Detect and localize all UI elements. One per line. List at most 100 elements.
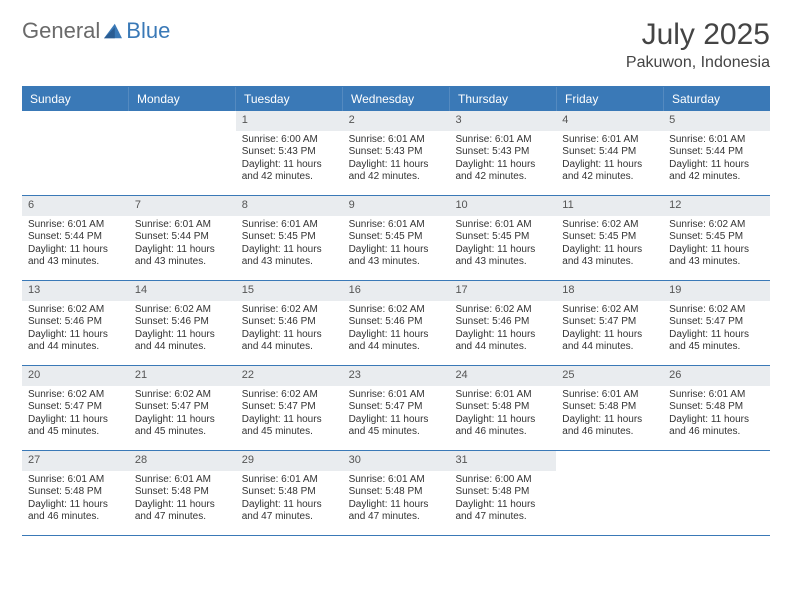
day-number: 10	[449, 196, 556, 216]
sunset-text: Sunset: 5:48 PM	[455, 486, 550, 499]
day-body: Sunrise: 6:01 AMSunset: 5:48 PMDaylight:…	[556, 386, 663, 445]
sunrise-text: Sunrise: 6:02 AM	[28, 304, 123, 317]
day-cell: 31Sunrise: 6:00 AMSunset: 5:48 PMDayligh…	[449, 451, 556, 535]
day-body: Sunrise: 6:01 AMSunset: 5:44 PMDaylight:…	[22, 216, 129, 275]
brand-logo: General Blue	[22, 18, 170, 44]
daylight-text: Daylight: 11 hours and 46 minutes.	[562, 414, 657, 439]
day-cell: 7Sunrise: 6:01 AMSunset: 5:44 PMDaylight…	[129, 196, 236, 280]
day-body: Sunrise: 6:01 AMSunset: 5:44 PMDaylight:…	[556, 131, 663, 190]
day-number: 6	[22, 196, 129, 216]
daylight-text: Daylight: 11 hours and 43 minutes.	[242, 244, 337, 269]
daylight-text: Daylight: 11 hours and 43 minutes.	[562, 244, 657, 269]
day-cell: 4Sunrise: 6:01 AMSunset: 5:44 PMDaylight…	[556, 111, 663, 195]
day-number: 18	[556, 281, 663, 301]
brand-part2: Blue	[126, 18, 170, 44]
day-cell: 17Sunrise: 6:02 AMSunset: 5:46 PMDayligh…	[449, 281, 556, 365]
day-cell: 5Sunrise: 6:01 AMSunset: 5:44 PMDaylight…	[663, 111, 770, 195]
week-row: 6Sunrise: 6:01 AMSunset: 5:44 PMDaylight…	[22, 196, 770, 281]
sunset-text: Sunset: 5:47 PM	[135, 401, 230, 414]
sunset-text: Sunset: 5:46 PM	[135, 316, 230, 329]
day-body: Sunrise: 6:01 AMSunset: 5:48 PMDaylight:…	[129, 471, 236, 530]
day-body: Sunrise: 6:02 AMSunset: 5:47 PMDaylight:…	[663, 301, 770, 360]
sunrise-text: Sunrise: 6:02 AM	[669, 219, 764, 232]
daylight-text: Daylight: 11 hours and 43 minutes.	[349, 244, 444, 269]
weekday-header: Monday	[129, 87, 236, 111]
day-cell: 14Sunrise: 6:02 AMSunset: 5:46 PMDayligh…	[129, 281, 236, 365]
day-cell: 25Sunrise: 6:01 AMSunset: 5:48 PMDayligh…	[556, 366, 663, 450]
sunset-text: Sunset: 5:48 PM	[349, 486, 444, 499]
daylight-text: Daylight: 11 hours and 44 minutes.	[242, 329, 337, 354]
day-cell: 23Sunrise: 6:01 AMSunset: 5:47 PMDayligh…	[343, 366, 450, 450]
daylight-text: Daylight: 11 hours and 42 minutes.	[669, 159, 764, 184]
sunrise-text: Sunrise: 6:02 AM	[28, 389, 123, 402]
day-number: 27	[22, 451, 129, 471]
daylight-text: Daylight: 11 hours and 43 minutes.	[135, 244, 230, 269]
day-cell: 9Sunrise: 6:01 AMSunset: 5:45 PMDaylight…	[343, 196, 450, 280]
sunset-text: Sunset: 5:44 PM	[28, 231, 123, 244]
sunrise-text: Sunrise: 6:01 AM	[135, 219, 230, 232]
sunset-text: Sunset: 5:46 PM	[349, 316, 444, 329]
sunrise-text: Sunrise: 6:01 AM	[349, 219, 444, 232]
day-body: Sunrise: 6:02 AMSunset: 5:47 PMDaylight:…	[236, 386, 343, 445]
day-cell: 18Sunrise: 6:02 AMSunset: 5:47 PMDayligh…	[556, 281, 663, 365]
sunset-text: Sunset: 5:48 PM	[242, 486, 337, 499]
sunset-text: Sunset: 5:43 PM	[455, 146, 550, 159]
day-cell: 20Sunrise: 6:02 AMSunset: 5:47 PMDayligh…	[22, 366, 129, 450]
day-body: Sunrise: 6:02 AMSunset: 5:46 PMDaylight:…	[343, 301, 450, 360]
sunrise-text: Sunrise: 6:01 AM	[562, 134, 657, 147]
day-cell	[663, 451, 770, 535]
day-number: 5	[663, 111, 770, 131]
day-cell: 24Sunrise: 6:01 AMSunset: 5:48 PMDayligh…	[449, 366, 556, 450]
day-cell	[22, 111, 129, 195]
daylight-text: Daylight: 11 hours and 46 minutes.	[669, 414, 764, 439]
sunset-text: Sunset: 5:46 PM	[28, 316, 123, 329]
daylight-text: Daylight: 11 hours and 42 minutes.	[349, 159, 444, 184]
weekday-header: Friday	[557, 87, 664, 111]
sunset-text: Sunset: 5:45 PM	[669, 231, 764, 244]
sunrise-text: Sunrise: 6:02 AM	[242, 389, 337, 402]
sunset-text: Sunset: 5:45 PM	[455, 231, 550, 244]
day-body: Sunrise: 6:01 AMSunset: 5:47 PMDaylight:…	[343, 386, 450, 445]
day-number: 17	[449, 281, 556, 301]
sunset-text: Sunset: 5:47 PM	[242, 401, 337, 414]
day-number: 12	[663, 196, 770, 216]
sunset-text: Sunset: 5:48 PM	[135, 486, 230, 499]
day-body: Sunrise: 6:01 AMSunset: 5:48 PMDaylight:…	[236, 471, 343, 530]
brand-part1: General	[22, 18, 100, 44]
sunrise-text: Sunrise: 6:01 AM	[242, 219, 337, 232]
calendar: SundayMondayTuesdayWednesdayThursdayFrid…	[22, 86, 770, 536]
daylight-text: Daylight: 11 hours and 43 minutes.	[455, 244, 550, 269]
day-body: Sunrise: 6:02 AMSunset: 5:47 PMDaylight:…	[22, 386, 129, 445]
daylight-text: Daylight: 11 hours and 46 minutes.	[28, 499, 123, 524]
daylight-text: Daylight: 11 hours and 44 minutes.	[349, 329, 444, 354]
location-subtitle: Pakuwon, Indonesia	[626, 54, 770, 72]
day-body: Sunrise: 6:02 AMSunset: 5:47 PMDaylight:…	[129, 386, 236, 445]
day-number: 14	[129, 281, 236, 301]
sunrise-text: Sunrise: 6:00 AM	[242, 134, 337, 147]
day-body: Sunrise: 6:01 AMSunset: 5:44 PMDaylight:…	[663, 131, 770, 190]
week-row: 13Sunrise: 6:02 AMSunset: 5:46 PMDayligh…	[22, 281, 770, 366]
day-cell: 3Sunrise: 6:01 AMSunset: 5:43 PMDaylight…	[449, 111, 556, 195]
day-number: 15	[236, 281, 343, 301]
day-cell: 30Sunrise: 6:01 AMSunset: 5:48 PMDayligh…	[343, 451, 450, 535]
daylight-text: Daylight: 11 hours and 47 minutes.	[349, 499, 444, 524]
sunset-text: Sunset: 5:44 PM	[135, 231, 230, 244]
sunset-text: Sunset: 5:44 PM	[669, 146, 764, 159]
sunset-text: Sunset: 5:46 PM	[242, 316, 337, 329]
sunrise-text: Sunrise: 6:01 AM	[562, 389, 657, 402]
sunrise-text: Sunrise: 6:01 AM	[135, 474, 230, 487]
sunset-text: Sunset: 5:47 PM	[669, 316, 764, 329]
daylight-text: Daylight: 11 hours and 45 minutes.	[669, 329, 764, 354]
day-number: 24	[449, 366, 556, 386]
day-number: 4	[556, 111, 663, 131]
sunrise-text: Sunrise: 6:01 AM	[455, 219, 550, 232]
weekday-header: Saturday	[664, 87, 770, 111]
sunrise-text: Sunrise: 6:01 AM	[349, 389, 444, 402]
daylight-text: Daylight: 11 hours and 46 minutes.	[455, 414, 550, 439]
daylight-text: Daylight: 11 hours and 42 minutes.	[562, 159, 657, 184]
day-body: Sunrise: 6:02 AMSunset: 5:45 PMDaylight:…	[556, 216, 663, 275]
sunset-text: Sunset: 5:48 PM	[28, 486, 123, 499]
sunset-text: Sunset: 5:47 PM	[562, 316, 657, 329]
sunrise-text: Sunrise: 6:01 AM	[455, 134, 550, 147]
month-title: July 2025	[626, 18, 770, 52]
